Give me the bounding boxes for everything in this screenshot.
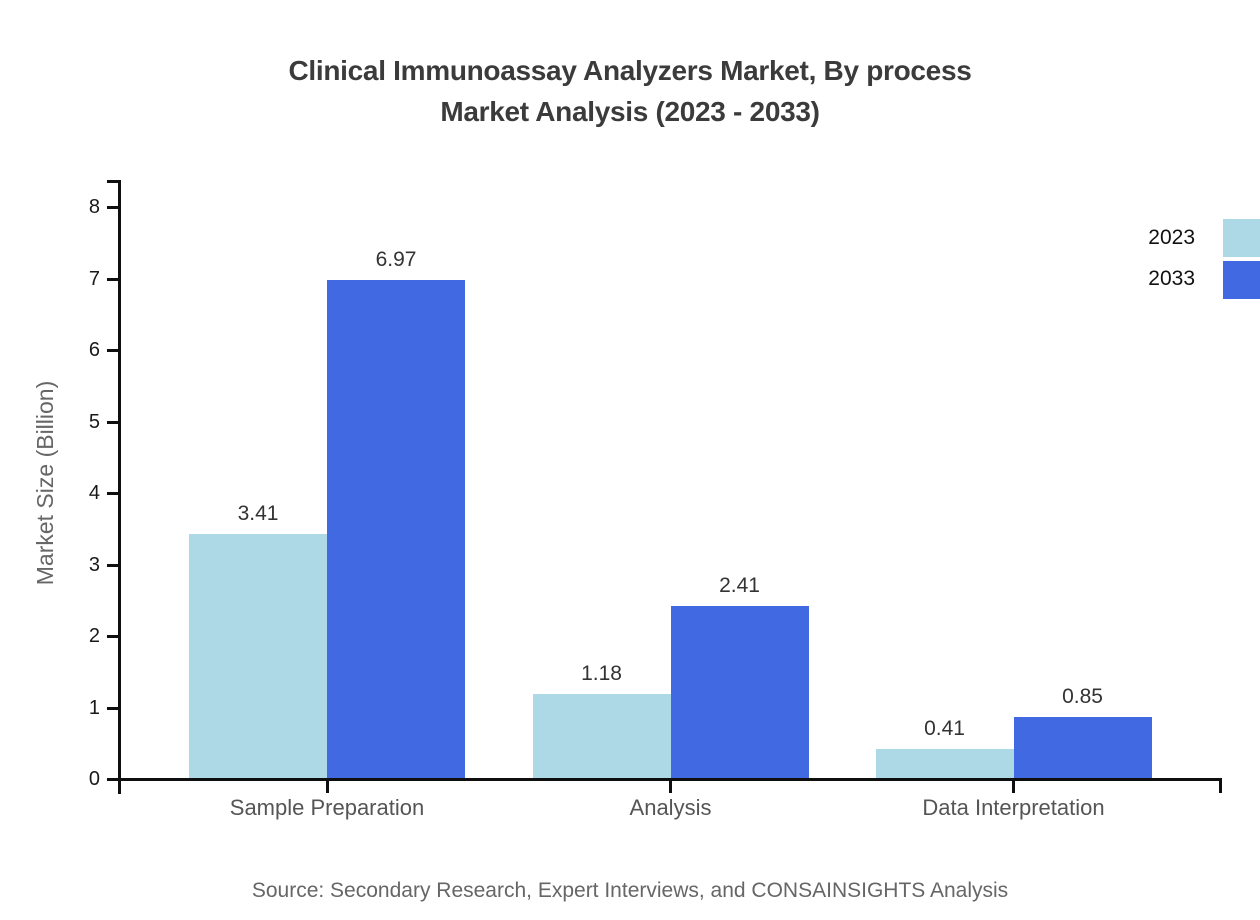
chart-title: Clinical Immunoassay Analyzers Market, B… xyxy=(0,50,1260,132)
y-tick-label-0: 0 xyxy=(88,768,100,790)
value-label-2023-data-interpretation: 0.41 xyxy=(924,717,965,740)
value-label-2033-sample-preparation: 6.97 xyxy=(375,248,417,271)
y-axis-top-cap xyxy=(107,180,121,183)
y-tick-label-1: 1 xyxy=(88,696,100,719)
x-tick-sample-preparation xyxy=(325,778,329,793)
chart-title-line1: Clinical Immunoassay Analyzers Market, B… xyxy=(288,55,972,86)
value-label-2033-analysis: 2.41 xyxy=(719,574,760,597)
bar-2033-sample-preparation xyxy=(327,280,465,778)
bar-2033-data-interpretation xyxy=(1013,717,1152,778)
y-tick-3 xyxy=(107,563,120,567)
y-tick-4 xyxy=(107,492,120,495)
y-tick-0 xyxy=(107,778,120,781)
source-note: Source: Secondary Research, Expert Inter… xyxy=(251,879,1009,902)
category-label-analysis: Analysis xyxy=(629,795,712,820)
y-tick-label-2: 2 xyxy=(88,625,100,647)
x-axis-right-cap xyxy=(1219,778,1222,793)
x-tick-data-interpretation xyxy=(1012,778,1015,793)
category-label-sample-preparation: Sample Preparation xyxy=(229,795,425,820)
x-tick-analysis xyxy=(669,778,672,793)
y-tick-8 xyxy=(107,206,120,209)
value-label-2023-analysis: 1.18 xyxy=(581,662,622,685)
y-axis-line xyxy=(118,180,121,794)
x-axis-line xyxy=(107,778,1222,781)
bar-2023-sample-preparation xyxy=(189,534,327,778)
value-label-2023-sample-preparation: 3.41 xyxy=(237,502,279,525)
y-tick-label-4: 4 xyxy=(88,482,100,504)
y-tick-2 xyxy=(107,635,120,638)
y-tick-label-5: 5 xyxy=(88,410,100,433)
bar-2033-analysis xyxy=(670,606,809,778)
legend-label-2033: 2033 xyxy=(1148,267,1195,290)
bar-2023-data-interpretation xyxy=(875,749,1014,778)
y-tick-label-3: 3 xyxy=(88,553,100,576)
y-tick-7 xyxy=(107,277,120,281)
category-label-data-interpretation: Data Interpretation xyxy=(922,795,1105,820)
legend-label-2023: 2023 xyxy=(1148,226,1195,249)
bar-2023-analysis xyxy=(532,694,671,778)
legend-swatch-2033 xyxy=(1223,261,1260,299)
value-label-2033-data-interpretation: 0.85 xyxy=(1062,685,1103,708)
chart-title-line2: Market Analysis (2023 - 2033) xyxy=(440,96,820,127)
y-tick-1 xyxy=(107,706,120,710)
y-tick-6 xyxy=(107,349,120,352)
y-tick-label-6: 6 xyxy=(88,339,100,361)
y-tick-label-8: 8 xyxy=(88,196,100,218)
legend-swatch-2023 xyxy=(1223,219,1260,257)
y-tick-5 xyxy=(107,420,120,424)
y-tick-label-7: 7 xyxy=(88,267,100,290)
